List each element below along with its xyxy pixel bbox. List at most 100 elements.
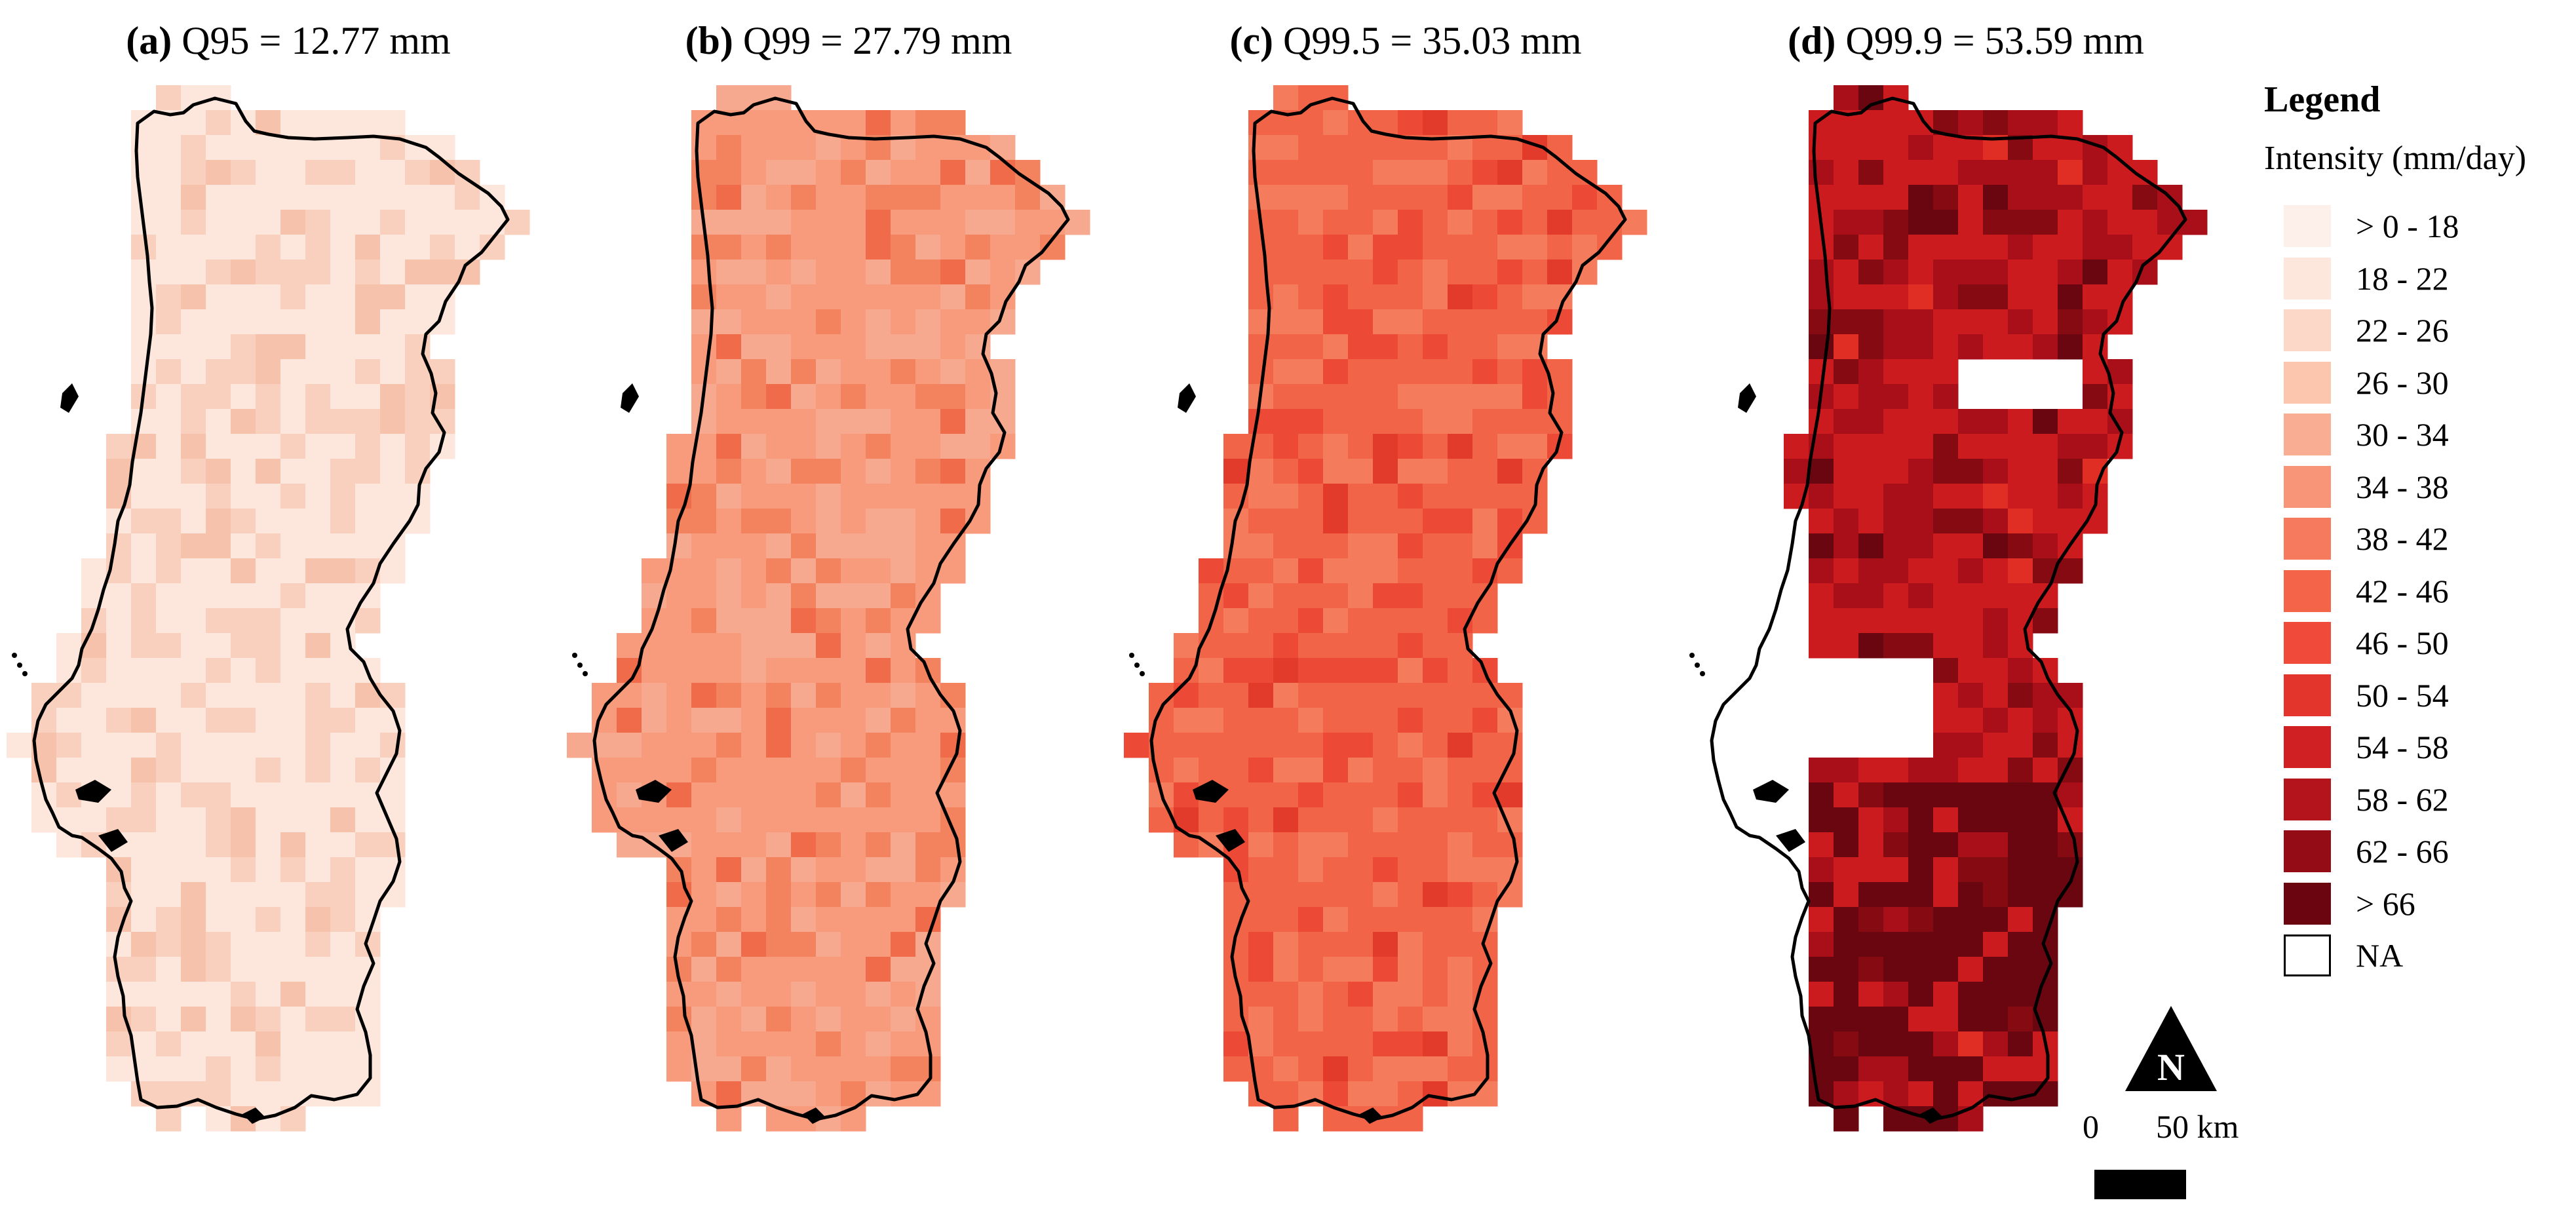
raster-cell [816,583,841,609]
raster-cell [741,509,767,534]
raster-cell [2008,1007,2033,1032]
raster-cell [741,907,767,933]
raster-cell [1958,558,1984,584]
raster-cell [940,683,966,708]
raster-cell [131,733,157,758]
raster-cell [355,210,381,235]
raster-cell [940,260,966,285]
raster-grid [567,85,1090,1132]
raster-cell [766,110,792,136]
raster-cell [1298,1031,1324,1057]
raster-cell [181,982,206,1007]
raster-cell [1248,1031,1274,1057]
raster-cell [1348,235,1374,260]
raster-cell [766,658,792,684]
raster-cell [231,1007,256,1032]
raster-cell [940,434,966,459]
raster-cell [766,260,792,285]
raster-cell [330,658,356,684]
raster-cell [915,235,941,260]
raster-cell [1448,110,1473,136]
island-dot [1134,663,1140,668]
raster-cell [206,907,231,933]
raster-cell [405,434,431,459]
raster-cell [1448,658,1473,684]
raster-cell [1983,1007,2009,1032]
raster-cell [330,882,356,908]
raster-cell [256,633,281,659]
raster-cell [156,334,182,360]
raster-cell [1448,857,1473,883]
raster-cell [716,185,742,210]
raster-cell [716,409,742,434]
raster-cell [106,533,132,559]
raster-cell [2008,857,2033,883]
raster-cell [1858,309,1884,335]
panel-label: (c) [1229,19,1274,62]
raster-cell [1834,85,1859,111]
raster-cell [1908,1081,1934,1107]
raster-cell [1497,558,1523,584]
raster-cell [1273,758,1299,783]
raster-cell [355,1056,381,1082]
raster-cell [1348,558,1374,584]
raster-cell [841,210,866,235]
country-border [1710,96,2187,1121]
raster-cell [305,558,331,584]
scale-bar: 0 50 km [2077,1107,2274,1206]
raster-cell [1908,558,1934,584]
raster-cell [1834,384,1859,410]
raster-cell [766,782,792,808]
raster-cell [330,384,356,410]
raster-cell [1834,533,1859,559]
raster-cell [791,1081,817,1107]
raster-cell [791,758,817,783]
island-dot [1700,671,1705,676]
raster-cell [1858,857,1884,883]
raster-cell [1348,1007,1374,1032]
raster-cell [1983,608,2009,634]
raster-cell [1323,708,1349,733]
raster-cell [1248,409,1274,434]
estuary-detail [1178,383,1196,413]
raster-cell [106,708,132,733]
raster-cell [2058,260,2083,285]
raster-cell [1983,708,2009,733]
raster-cell [816,1007,841,1032]
raster-cell [1323,832,1349,858]
raster-cell [716,758,742,783]
raster-cell [866,1031,891,1057]
raster-cell [1958,1007,1984,1032]
panel-threshold: Q99.9 = 53.59 mm [1845,19,2144,62]
raster-cell [1423,1007,1448,1032]
raster-cell [666,434,692,459]
raster-cell [1908,807,1934,833]
estuary-detail [636,780,672,803]
raster-cell [256,533,281,559]
raster-cell [1858,359,1884,385]
raster-cell [841,907,866,933]
raster-cell [1348,484,1374,509]
raster-cell [666,459,692,484]
raster-cell [1958,957,1984,982]
raster-cell [1448,260,1473,285]
raster-cell [1398,758,1423,783]
raster-cell [1834,160,1859,185]
raster-cell [766,235,792,260]
raster-cell [1298,982,1324,1007]
raster-cell [1398,459,1423,484]
raster-cell [1348,309,1374,335]
raster-cell [791,1056,817,1082]
raster-cell [280,907,306,933]
raster-cell [741,284,767,310]
raster-cell [1883,982,1909,1007]
raster-cell [355,708,381,733]
raster-cell [206,210,231,235]
north-label: N [2157,1046,2185,1088]
raster-cell [1908,832,1934,858]
raster-cell [56,683,82,708]
raster-cell [1298,434,1324,459]
raster-cell [1933,957,1959,982]
raster-cell [256,185,281,210]
raster-cell [2008,658,2033,684]
